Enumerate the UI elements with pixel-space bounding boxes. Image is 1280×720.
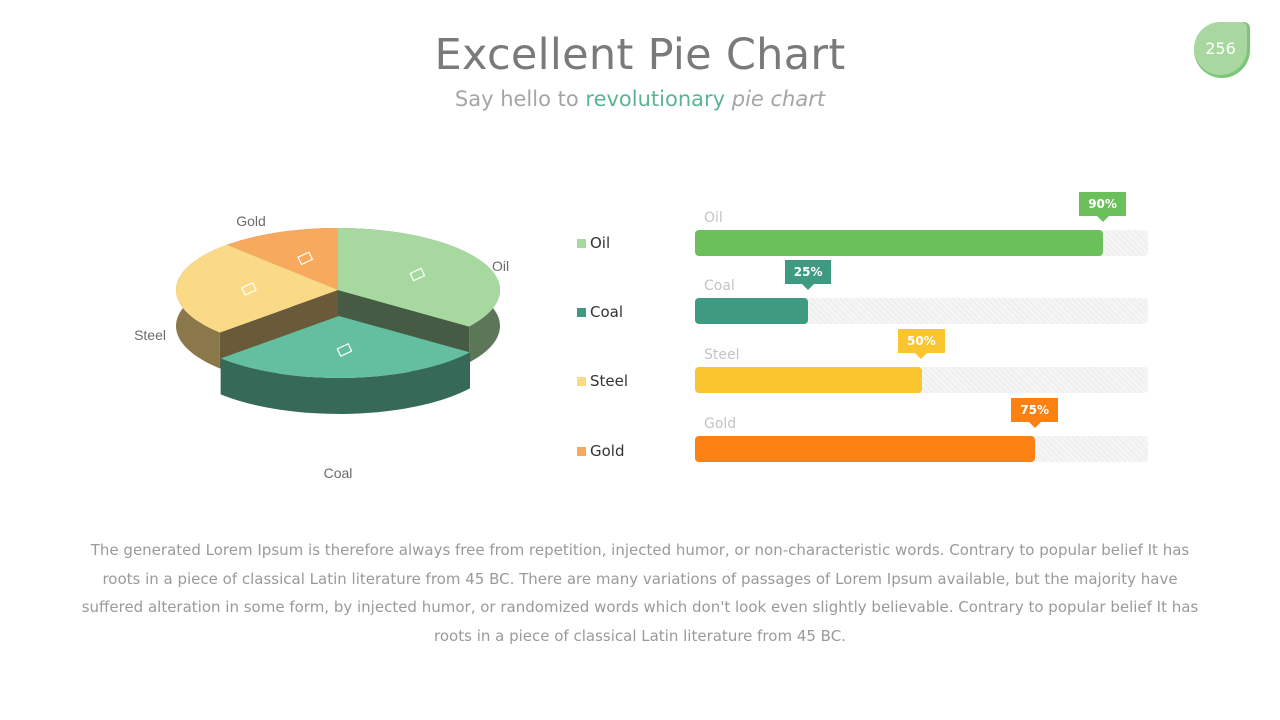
slice-icon-coal (336, 343, 353, 357)
legend-item-coal: Coal (577, 302, 623, 322)
legend-swatch (577, 376, 586, 386)
pie-label-coal: Coal (324, 465, 353, 481)
bar-label-oil: Oil (704, 210, 723, 226)
legend-label: Oil (590, 234, 611, 252)
legend-label: Coal (590, 303, 624, 321)
slice-icon-steel (241, 281, 257, 296)
pie-chart: Oil Coal Steel Gold (134, 213, 509, 481)
bar-track-steel (695, 367, 1148, 393)
legend-swatch (577, 307, 586, 317)
legend-label: Gold (590, 442, 625, 460)
bar-fill-coal (695, 298, 809, 324)
bar-label-coal: Coal (704, 278, 735, 294)
pie-label-steel: Steel (134, 327, 166, 343)
subtitle-prefix: Say hello to (454, 87, 579, 111)
bar-value-tag-gold: 75% (1011, 398, 1058, 428)
legend-swatch (577, 446, 586, 456)
slide-title: Excellent Pie Chart (434, 30, 846, 80)
pie-label-gold: Gold (236, 213, 266, 229)
pie-slice-top-coal (220, 315, 470, 378)
legend-swatch (577, 238, 586, 248)
bar-track-coal (695, 298, 1148, 324)
subtitle-accent: revolutionary (585, 87, 726, 111)
bar-fill-oil (695, 230, 1103, 256)
subtitle-italic: pie chart (731, 87, 826, 111)
bar-track-oil (695, 230, 1148, 256)
slide-subtitle: Say hello to revolutionary pie chart (0, 87, 1280, 111)
bar-label-steel: Steel (704, 347, 740, 363)
pie-slice-top-oil (338, 228, 500, 327)
bar-value-tag-steel: 50% (898, 329, 945, 359)
bar-value-tag-oil: 90% (1079, 192, 1126, 222)
bar-value-tag-coal: 25% (784, 260, 832, 290)
pie-slice-top-gold (227, 228, 338, 290)
legend-item-gold: Gold (577, 441, 625, 461)
pie-slice-top-steel (176, 244, 338, 333)
page-number: 256 (1194, 22, 1247, 75)
bar-label-gold: Gold (704, 416, 737, 432)
legend-label: Steel (590, 372, 629, 390)
slice-icon-gold (297, 251, 314, 266)
bar-track-gold (695, 436, 1148, 462)
page-number-badge: 256 (1194, 22, 1250, 78)
body-paragraph: The generated Lorem Ipsum is therefore a… (81, 541, 1199, 646)
pie-label-oil: Oil (492, 258, 509, 274)
slice-icon-oil (409, 267, 426, 282)
legend-item-oil: Oil (577, 233, 610, 253)
legend-item-steel: Steel (577, 371, 628, 391)
bar-fill-steel (695, 367, 922, 393)
bar-fill-gold (695, 436, 1035, 462)
